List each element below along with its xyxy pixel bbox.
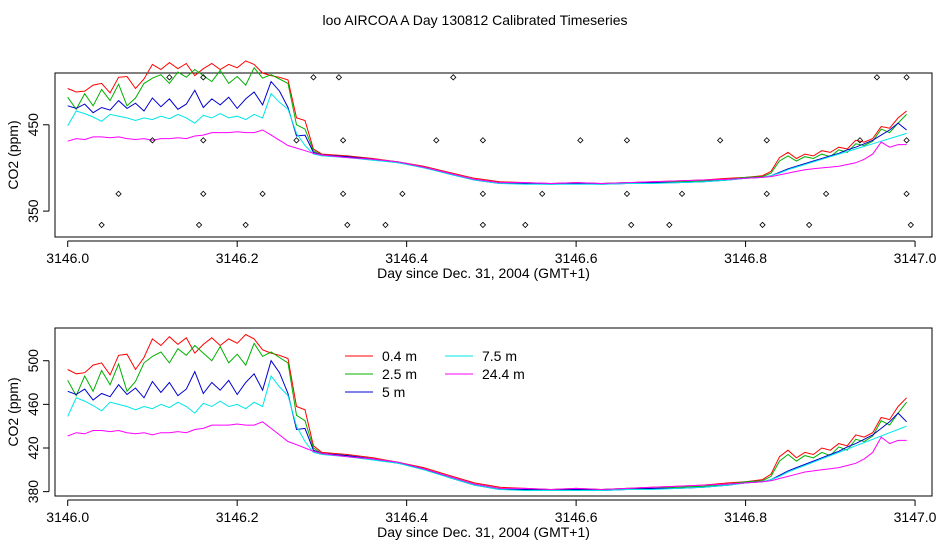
- diamond-point: [450, 74, 457, 81]
- diamond-point: [763, 190, 770, 198]
- y-tick-label: 380: [25, 480, 41, 504]
- diamond-point: [149, 137, 156, 144]
- x-tick-label: 3147.0: [894, 250, 937, 266]
- y-tick-label: 350: [25, 199, 41, 223]
- plot-frame: [54, 327, 933, 497]
- diamond-point: [759, 221, 766, 229]
- diamond-point: [577, 137, 584, 144]
- series-line-24-4m: [67, 129, 907, 185]
- diamond-point: [339, 190, 347, 198]
- y-tick-label: 500: [25, 349, 41, 373]
- y-tick-label: 450: [25, 113, 41, 137]
- chart-title: loo AIRCOA A Day 130812 Calibrated Times…: [322, 12, 628, 28]
- diamond-point: [907, 221, 914, 229]
- diamond-point: [822, 190, 830, 198]
- diamond-point: [628, 221, 635, 229]
- diamond-point: [433, 137, 440, 144]
- diamond-point: [310, 74, 317, 81]
- diamond-point: [339, 137, 347, 144]
- plot-frame: [54, 72, 933, 238]
- x-tick-label: 3146.2: [216, 250, 259, 266]
- diamond-point: [166, 74, 173, 81]
- diamond-point: [399, 190, 406, 198]
- diamond-point: [479, 190, 487, 198]
- x-tick-label: 3146.2: [216, 509, 259, 525]
- diamond-point: [666, 221, 673, 229]
- diamond-point: [903, 137, 910, 144]
- x-tick-label: 3146.6: [555, 250, 598, 266]
- x-tick-label: 3146.4: [385, 509, 428, 525]
- diamond-point: [522, 221, 529, 229]
- diamond-point: [903, 74, 910, 81]
- x-tick-label: 3146.0: [46, 509, 89, 525]
- diamond-point: [382, 221, 389, 229]
- legend: 0.4 m 2.5 m 5 m 7.5 m 24.4 m: [345, 348, 525, 400]
- x-tick-label: 3147.0: [894, 509, 937, 525]
- series-line-5m: [67, 359, 907, 492]
- diamond-point: [763, 137, 770, 144]
- diamond-point: [623, 190, 631, 198]
- series-line-5m: [67, 80, 907, 185]
- diamond-point: [195, 221, 203, 229]
- diamond-point: [856, 137, 864, 144]
- diamond-point: [873, 74, 881, 81]
- diamond-point: [903, 190, 910, 198]
- series-line-7-5m: [67, 374, 907, 491]
- y-tick-label: 420: [25, 436, 41, 460]
- x-tick-label: 3146.4: [385, 250, 428, 266]
- series-line-24-4m: [67, 421, 907, 491]
- x-tick-label: 3146.6: [555, 509, 598, 525]
- diamond-point: [678, 190, 686, 198]
- diamond-point: [344, 221, 351, 229]
- diamond-point: [479, 137, 487, 144]
- x-axis-label: Day since Dec. 31, 2004 (GMT+1): [377, 265, 590, 281]
- diamond-point: [335, 74, 343, 81]
- diamond-point: [716, 137, 724, 144]
- series-line-7-5m: [67, 92, 907, 185]
- diamond-point: [200, 137, 207, 144]
- x-tick-label: 3146.0: [46, 250, 89, 266]
- y-axis-label: CO2 (ppm): [5, 377, 21, 446]
- series-line-0-4m: [67, 333, 907, 491]
- legend-label-0-4m: 0.4 m: [382, 348, 417, 364]
- top-panel: 3146.0 3146.2 3146.4 3146.6 3146.8 3147.0 Day …: [5, 60, 937, 281]
- y-tick-label: 460: [25, 392, 41, 416]
- diamond-point: [539, 190, 546, 198]
- series-line-2-5m: [67, 66, 907, 184]
- diamond-point: [200, 74, 207, 81]
- diamond-point: [293, 137, 300, 144]
- diamond-point: [259, 190, 266, 198]
- legend-label-2-5m: 2.5 m: [382, 366, 417, 382]
- legend-label-7-5m: 7.5 m: [482, 348, 517, 364]
- legend-label-5m: 5 m: [382, 384, 405, 400]
- diamond-point: [98, 221, 105, 229]
- x-tick-label: 3146.8: [724, 509, 767, 525]
- x-tick-label: 3146.8: [724, 250, 767, 266]
- diamond-point: [479, 221, 487, 229]
- legend-label-24-4m: 24.4 m: [482, 366, 525, 382]
- diamond-point: [115, 190, 122, 198]
- x-axis-label: Day since Dec. 31, 2004 (GMT+1): [377, 524, 590, 540]
- diamond-point: [805, 221, 813, 229]
- y-axis-label: CO2 (ppm): [5, 120, 21, 189]
- bottom-panel: 3146.0 3146.2 3146.4 3146.6 3146.8 3147.0 Day …: [5, 327, 937, 540]
- diamond-point: [242, 221, 249, 229]
- diamond-point: [200, 190, 207, 198]
- diamond-point: [623, 137, 631, 144]
